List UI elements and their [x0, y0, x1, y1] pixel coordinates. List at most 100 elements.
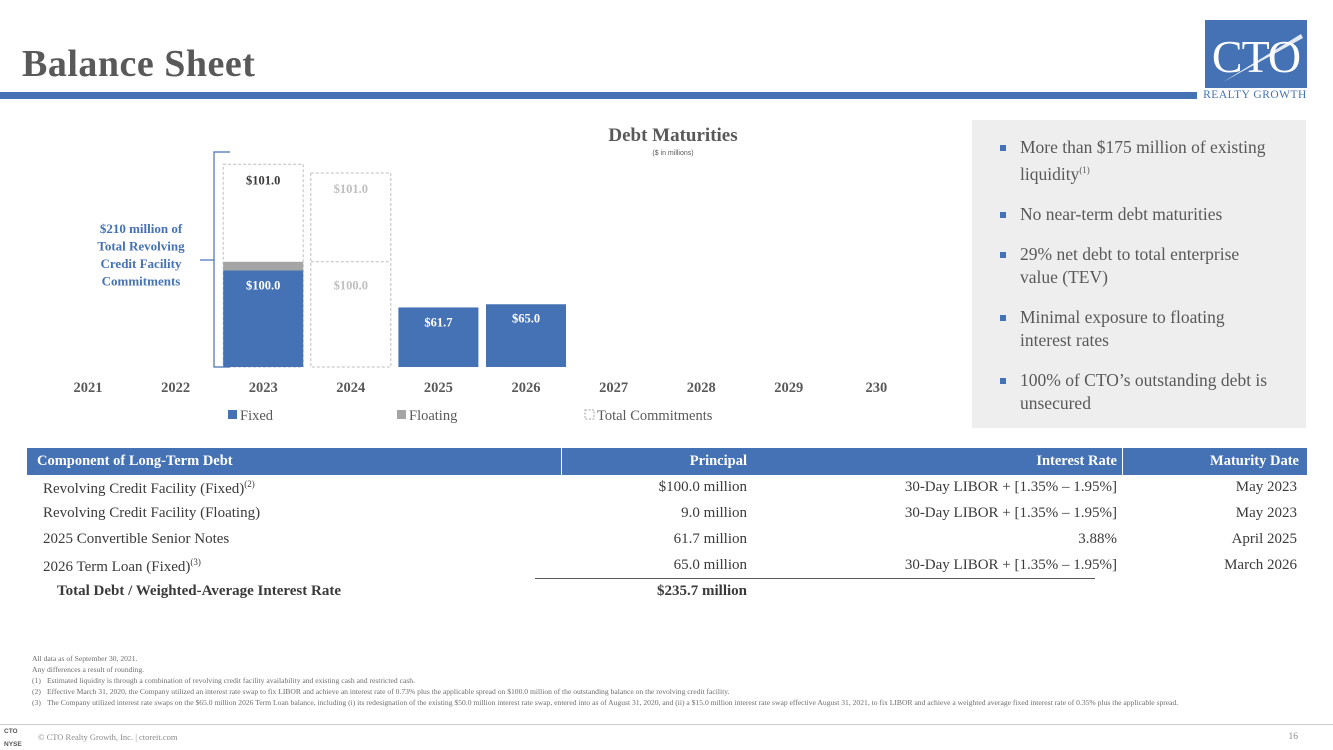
label-2025: $61.7 [424, 315, 452, 329]
bullet-square-icon [1000, 212, 1006, 218]
legend-swatch-0 [228, 410, 237, 419]
logo-main-text: CTO [1211, 31, 1301, 82]
cell-component: Revolving Credit Facility (Floating) [43, 505, 261, 521]
bullet-text: 29% net debt to total enterprise value (… [1020, 244, 1240, 287]
footnotes: All data as of September 30, 2021. Any d… [32, 653, 1302, 708]
header-divider [1122, 448, 1123, 475]
cell-component: 2025 Convertible Senior Notes [43, 531, 230, 547]
total-principal: $235.7 million [656, 583, 747, 599]
cell-component: 2026 Term Loan (Fixed)(3) [43, 557, 201, 575]
bullet-text: Minimal exposure to floating interest ra… [1020, 307, 1225, 350]
logo-swoosh-icon [1223, 34, 1303, 82]
footnote-line: All data as of September 30, 2021. [32, 654, 138, 663]
highlights-panel: More than $175 million of existing liqui… [972, 120, 1306, 428]
x-tick-2022: 2022 [161, 380, 190, 396]
total-label: Total Debt / Weighted-Average Interest R… [57, 583, 341, 599]
bar-fixed-2026 [486, 304, 566, 367]
table-row: Revolving Credit Facility (Floating) 9.0… [27, 501, 1307, 527]
debt-table: Component of Long-Term Debt Principal In… [27, 448, 1307, 605]
bullet-square-icon [1000, 145, 1006, 151]
legend-swatch-1 [397, 410, 406, 419]
bracket-annotation-line: Commitments [102, 274, 181, 289]
footnote-1: (1) Estimated liquidity is through a comb… [32, 676, 415, 685]
page-title: Balance Sheet [22, 43, 256, 85]
x-tick-2024: 2024 [336, 380, 365, 396]
chart-title: Debt Maturities [608, 125, 737, 146]
total-commitments-2024 [310, 172, 392, 368]
cto-logo: CTO [1205, 20, 1307, 88]
table-header: Component of Long-Term Debt Principal In… [27, 448, 1307, 475]
footer-copyright: © CTO Realty Growth, Inc. | ctoreit.com [38, 732, 178, 742]
bar-fixed-2025 [398, 307, 479, 367]
x-tick-2027: 2027 [599, 380, 628, 396]
bar-fixed-2023 [223, 270, 304, 367]
header-maturity: Maturity Date [1210, 453, 1299, 469]
bullet-text: No near-term debt maturities [1020, 204, 1223, 224]
title-rule [0, 92, 1197, 99]
footer-mini-logo: CTO NYSE [4, 728, 22, 748]
bullet-footnote-ref: (1) [1079, 165, 1090, 175]
footer-rule [0, 724, 1333, 725]
footnote-2: (2) Effective March 31, 2020, the Company… [32, 687, 730, 696]
chart-subtitle: ($ in millions) [652, 150, 693, 157]
cell-maturity: May 2023 [1235, 479, 1297, 495]
x-tick-2021: 2021 [74, 380, 103, 396]
table-row: 2025 Convertible Senior Notes 61.7 milli… [27, 527, 1307, 553]
cell-principal: $100.0 million [658, 479, 747, 495]
legend-label-1: Floating [409, 408, 457, 424]
label-2023-upper: $101.0 [246, 173, 280, 187]
page-number: 16 [1288, 732, 1299, 742]
footnote-line: Any differences a result of rounding. [32, 665, 145, 674]
bullet-floating: Minimal exposure to floating interest ra… [1000, 306, 1280, 352]
legend-label-2: Total Commitments [597, 408, 713, 424]
x-tick-2029: 2029 [774, 380, 803, 396]
cell-maturity: March 2026 [1224, 557, 1297, 573]
bullet-liquidity: More than $175 million of existing liqui… [1000, 136, 1280, 186]
total-rule [535, 578, 1095, 579]
header-interest-rate: Interest Rate [1036, 453, 1117, 469]
label-2023-lower: $100.0 [246, 278, 280, 292]
logo-sub-text: REALTY GROWTH [1203, 89, 1307, 101]
bullet-maturities: No near-term debt maturities [1000, 203, 1280, 226]
cell-component: Revolving Credit Facility (Fixed)(2) [43, 479, 255, 497]
cell-principal: 65.0 million [673, 557, 747, 573]
cell-principal: 61.7 million [673, 531, 747, 547]
x-tick-2023: 2023 [249, 380, 278, 396]
bullet-net-debt: 29% net debt to total enterprise value (… [1000, 243, 1280, 289]
bullet-square-icon [1000, 378, 1006, 384]
header-principal: Principal [689, 453, 747, 469]
cell-maturity: May 2023 [1235, 505, 1297, 521]
header-divider [561, 448, 562, 475]
legend-swatch-2 [584, 409, 595, 420]
cell-rate: 30-Day LIBOR + [1.35% – 1.95%] [904, 505, 1117, 521]
label-2024-upper: $101.0 [334, 182, 368, 196]
cell-principal: 9.0 million [681, 505, 747, 521]
table-total-row: Total Debt / Weighted-Average Interest R… [27, 579, 1307, 605]
x-tick-2026: 2026 [512, 380, 541, 396]
legend-label-0: Fixed [240, 408, 274, 424]
x-tick-2025: 2025 [424, 380, 453, 396]
bracket-annotation-line: Total Revolving [97, 239, 185, 254]
highlights-list: More than $175 million of existing liqui… [1000, 136, 1280, 432]
bullet-text: 100% of CTO’s outstanding debt is unsecu… [1020, 370, 1268, 413]
table-row: 2026 Term Loan (Fixed)(3) 65.0 million 3… [27, 553, 1307, 579]
bullet-square-icon [1000, 315, 1006, 321]
footnote-3: (3) The Company utilized interest rate sw… [32, 698, 1179, 707]
cell-rate: 3.88% [1078, 531, 1117, 547]
x-tick-230: 230 [866, 380, 888, 396]
bullet-square-icon [1000, 252, 1006, 258]
bullet-unsecured: 100% of CTO’s outstanding debt is unsecu… [1000, 369, 1280, 415]
bar-floating-2023 [223, 261, 304, 271]
label-2024-lower: $100.0 [334, 278, 368, 292]
bracket-annotation-line: Credit Facility [101, 256, 182, 271]
label-2026: $65.0 [512, 311, 540, 325]
header-component: Component of Long-Term Debt [37, 453, 233, 469]
cell-rate: 30-Day LIBOR + [1.35% – 1.95%] [904, 479, 1117, 495]
debt-maturities-chart: Debt Maturities ($ in millions) $101.0 $100… [74, 125, 888, 424]
x-tick-2028: 2028 [687, 380, 716, 396]
bullet-text: More than $175 million of existing liqui… [1020, 137, 1266, 184]
bracket-annotation-line: $210 million of [100, 221, 183, 236]
cell-rate: 30-Day LIBOR + [1.35% – 1.95%] [904, 557, 1117, 573]
cell-maturity: April 2025 [1231, 531, 1297, 547]
table-row: Revolving Credit Facility (Fixed)(2) $10… [27, 475, 1307, 501]
